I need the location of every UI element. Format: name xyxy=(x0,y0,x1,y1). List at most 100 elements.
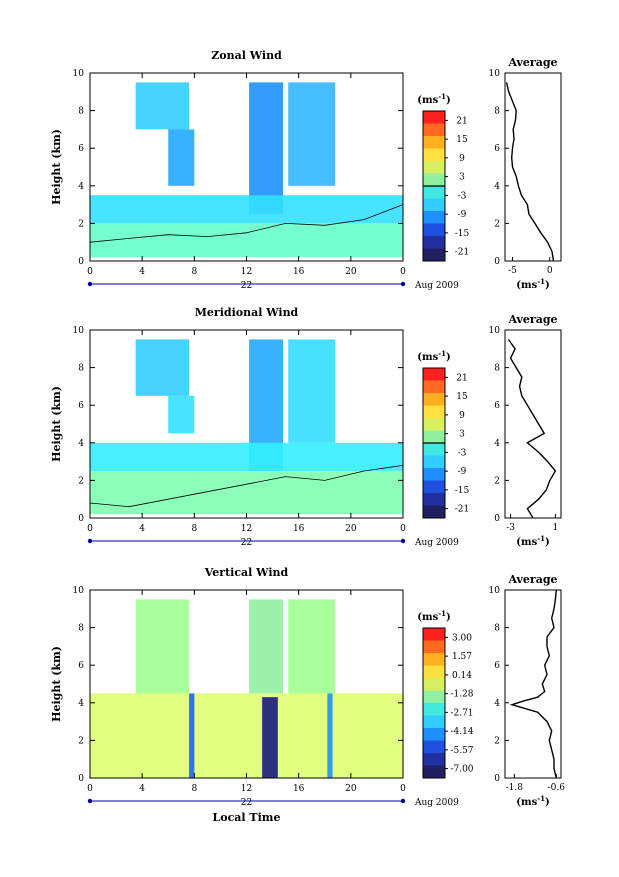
colorbar-label: -4.14 xyxy=(450,727,473,737)
y-tick-label: 6 xyxy=(78,661,84,671)
date-label: 22 xyxy=(241,798,252,808)
colorbar-segment xyxy=(423,211,445,224)
month-label: Aug 2009 xyxy=(414,798,459,808)
colorbar-segment xyxy=(423,740,445,754)
x-axis-label: Local Time xyxy=(213,811,281,824)
colorbar-segment xyxy=(423,628,445,641)
colorbar-label: -5.57 xyxy=(450,746,473,756)
profile-y-tick-label: 8 xyxy=(494,624,500,634)
colorbar-label: -15 xyxy=(455,486,470,496)
profile-x-tick-label: 0 xyxy=(547,266,553,276)
colorbar-segment xyxy=(423,368,445,381)
profile-y-tick-label: 0 xyxy=(494,257,500,267)
colorbar-segment xyxy=(423,753,445,766)
profile-y-tick-label: 4 xyxy=(494,182,500,192)
profile-y-tick-label: 8 xyxy=(494,107,500,117)
x-tick-label: 16 xyxy=(293,784,305,794)
x-tick-label: 8 xyxy=(191,267,197,277)
profile-line xyxy=(509,589,557,779)
profile-y-tick-label: 10 xyxy=(489,326,501,336)
colorbar-segment xyxy=(423,111,445,124)
x-tick-label: 0 xyxy=(400,784,406,794)
colorbar-segment xyxy=(423,480,445,494)
data-band xyxy=(189,693,195,778)
data-band xyxy=(90,471,403,515)
x-tick-label: 0 xyxy=(87,524,93,534)
x-tick-label: 4 xyxy=(139,267,145,277)
colorbar-label: 9 xyxy=(459,411,465,421)
colorbar-segment xyxy=(423,173,445,187)
data-band xyxy=(135,82,190,130)
date-label: 22 xyxy=(241,281,252,291)
colorbar-segment xyxy=(423,493,445,506)
x-tick-label: 0 xyxy=(400,267,406,277)
data-band xyxy=(90,223,403,258)
x-tick-label: 12 xyxy=(241,267,252,277)
x-tick-label: 8 xyxy=(191,524,197,534)
colorbar-segment xyxy=(423,728,445,741)
colorbar-label: 9 xyxy=(459,154,465,164)
colorbar-segment xyxy=(423,186,445,199)
x-tick-label: 20 xyxy=(345,524,357,534)
y-tick-label: 8 xyxy=(78,107,84,117)
panel-title: Zonal Wind xyxy=(211,49,282,62)
profile-y-tick-label: 8 xyxy=(494,364,500,374)
data-band xyxy=(135,339,190,396)
data-band xyxy=(135,599,190,694)
data-band xyxy=(90,195,403,224)
profile-y-tick-label: 2 xyxy=(494,736,500,746)
x-tick-label: 4 xyxy=(139,524,145,534)
colorbar-label: -9 xyxy=(458,467,467,477)
x-tick-label: 16 xyxy=(293,524,305,534)
data-band xyxy=(90,442,403,471)
profile-line xyxy=(505,82,555,262)
colorbar-segment xyxy=(423,148,445,162)
colorbar-label: -3 xyxy=(458,191,467,201)
colorbar-frame xyxy=(422,627,446,779)
y-axis-label: Height (km) xyxy=(50,129,63,205)
y-tick-label: 2 xyxy=(78,736,84,746)
zero-contour-line xyxy=(89,204,404,243)
date-label: 22 xyxy=(241,538,252,548)
date-bar-start xyxy=(87,538,93,544)
profile-y-tick-label: 0 xyxy=(494,774,500,784)
heatmap-field xyxy=(90,599,403,778)
colorbar-segment xyxy=(423,703,445,716)
x-tick-label: 0 xyxy=(87,784,93,794)
colorbar-label: 1.57 xyxy=(452,652,472,662)
colorbar-label: -7.00 xyxy=(450,765,473,775)
colorbar-segment xyxy=(423,393,445,406)
profile-title: Average xyxy=(507,573,557,586)
y-axis-label: Height (km) xyxy=(50,646,63,722)
colorbar-segment xyxy=(423,505,445,519)
profile-y-tick-label: 0 xyxy=(494,514,500,524)
data-band xyxy=(90,693,403,778)
profile-y-tick-label: 2 xyxy=(494,476,500,486)
colorbar-segment xyxy=(423,678,445,691)
colorbar-segment xyxy=(423,468,445,481)
y-tick-label: 6 xyxy=(78,144,84,154)
x-tick-label: 20 xyxy=(345,784,357,794)
x-tick-label: 0 xyxy=(87,267,93,277)
panel-title: Vertical Wind xyxy=(204,566,289,579)
colorbar-label: -3 xyxy=(458,448,467,458)
colorbar-segment xyxy=(423,640,445,654)
y-tick-label: 2 xyxy=(78,219,84,229)
month-label: Aug 2009 xyxy=(414,538,459,548)
colorbar-segment xyxy=(423,653,445,666)
date-bar-end xyxy=(400,798,406,804)
x-tick-label: 4 xyxy=(139,784,145,794)
colorbar-segment xyxy=(423,715,445,729)
colorbar-segment xyxy=(423,418,445,431)
profile-y-tick-label: 10 xyxy=(489,69,501,79)
zero-contour-line xyxy=(89,465,404,508)
colorbar-label: 3 xyxy=(459,430,465,440)
colorbar-segment xyxy=(423,248,445,262)
profile-unit: (ms-1) xyxy=(516,794,549,808)
data-band xyxy=(288,599,336,694)
colorbar-label: 15 xyxy=(456,392,468,402)
x-tick-label: 16 xyxy=(293,267,305,277)
colorbar-label: 21 xyxy=(456,116,467,126)
profile-y-tick-label: 10 xyxy=(489,586,501,596)
